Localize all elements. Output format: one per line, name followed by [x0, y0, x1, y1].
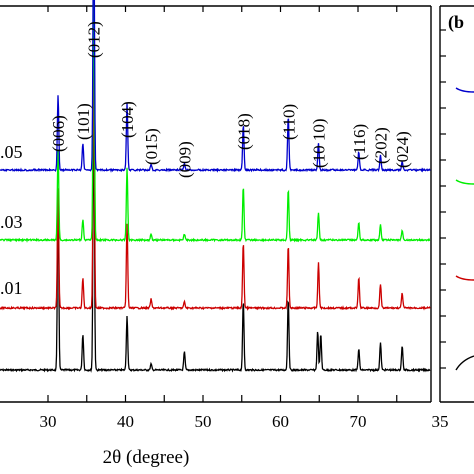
- series-label-1: .01: [0, 278, 23, 298]
- peak-label-3: (104): [118, 101, 137, 138]
- x-tick-label-70: 70: [350, 412, 367, 431]
- peak-label-5: (009): [175, 141, 194, 178]
- series-labels: .01 .03 .05: [0, 142, 23, 298]
- series-label-3: .05: [0, 142, 23, 162]
- x-tick-label-60: 60: [272, 412, 289, 431]
- panel-b-x-tick-label: 35: [432, 412, 449, 431]
- peak-label-4: (015): [142, 128, 161, 165]
- peak-label-0: (006): [49, 115, 68, 152]
- xrd-series-line-1: [0, 45, 431, 311]
- peak-label-11: (024): [393, 131, 412, 168]
- xrd-series-line-3: [0, 0, 431, 173]
- peak-label-2: (012): [85, 21, 104, 58]
- panel-b-series-line-3: [455, 355, 474, 371]
- panel-b-series-line-0: [455, 87, 474, 93]
- panel-b-series-lines: [455, 87, 474, 371]
- xrd-series-line-2: [0, 0, 431, 243]
- x-tick-label-40: 40: [117, 412, 134, 431]
- peak-annotations: (006) (101) (012) (104) (015) (009) (018) (110)…: [49, 21, 412, 178]
- peak-label-9: (116): [350, 124, 369, 160]
- panel-b: (b 35: [432, 5, 474, 431]
- panel-b-y-ticks: [440, 29, 446, 369]
- peak-label-8: (10 10): [309, 118, 328, 168]
- panel-a: 30 40 50 60 70 (006) (101) (012) (104) (015) (009…: [0, 0, 432, 468]
- peak-label-7: (110): [279, 104, 298, 140]
- x-tick-label-30: 30: [40, 412, 57, 431]
- series-label-2: .03: [0, 212, 23, 232]
- x-axis-title: 2θ (degree): [103, 447, 190, 468]
- peak-label-10: (202): [371, 127, 390, 164]
- x-tick-label-50: 50: [195, 412, 212, 431]
- peak-label-1: (101): [74, 103, 93, 140]
- panel-b-label: (b: [448, 12, 464, 33]
- xrd-series-line-0: [0, 108, 431, 373]
- panel-b-series-line-1: [455, 179, 474, 185]
- x-axis-ticks: 30 40 50 60 70: [40, 6, 398, 431]
- xrd-pattern-lines: [0, 0, 431, 373]
- panel-b-series-line-2: [455, 275, 474, 281]
- peak-label-6: (018): [234, 113, 253, 150]
